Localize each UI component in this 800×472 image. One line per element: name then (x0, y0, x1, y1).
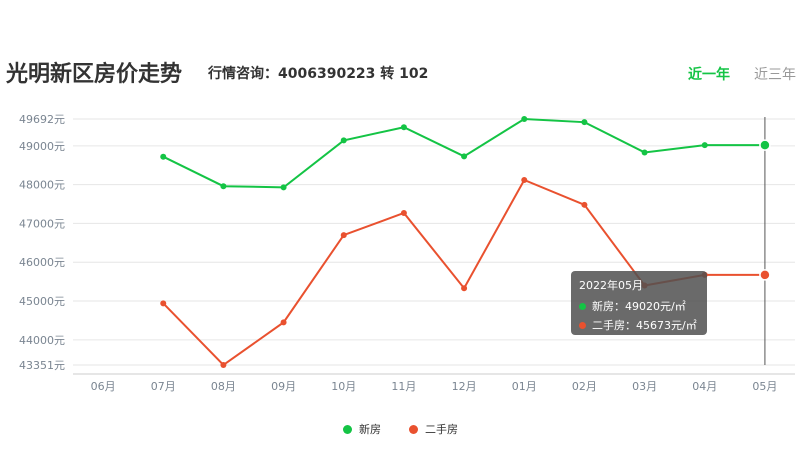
x-tick-label: 10月 (331, 380, 356, 393)
data-point-new (641, 149, 648, 156)
data-point-second (280, 319, 287, 326)
legend-new-label: 新房 (359, 423, 381, 436)
chart-tooltip: 2022年05月 新房：49020元/㎡ 二手房：45673元/㎡ (571, 271, 707, 335)
legend-item-second[interactable]: 二手房 (409, 421, 458, 437)
legend-second-dot-icon (409, 424, 418, 434)
page-title: 光明新区房价走势 (6, 62, 183, 87)
y-tick-label: 47000元 (19, 217, 65, 230)
tooltip-title: 2022年05月 (579, 279, 643, 292)
chart-legend: 新房 二手房 (0, 421, 800, 437)
legend-item-new[interactable]: 新房 (343, 421, 381, 437)
x-tick-label: 12月 (452, 380, 477, 393)
data-point-second (340, 232, 347, 239)
tooltip-new-value: 新房：49020元/㎡ (592, 300, 686, 313)
x-tick-label: 07月 (151, 380, 176, 393)
data-point-new (220, 183, 227, 190)
data-point-second (521, 176, 528, 183)
y-tick-label: 49692元 (19, 113, 65, 126)
legend-new-dot-icon (343, 424, 352, 434)
data-point-second (759, 269, 771, 281)
tooltip-row-new: 新房：49020元/㎡ (579, 298, 699, 314)
y-tick-label: 44000元 (19, 334, 65, 347)
tooltip-second-value: 二手房：45673元/㎡ (592, 319, 697, 332)
data-point-new (701, 142, 708, 149)
x-tick-label: 09月 (271, 380, 296, 393)
y-tick-label: 49000元 (19, 140, 65, 153)
x-tick-label: 11月 (391, 380, 416, 393)
tooltip-row-second: 二手房：45673元/㎡ (579, 317, 699, 333)
data-point-second (220, 362, 227, 368)
x-tick-label: 01月 (512, 380, 537, 393)
y-tick-label: 43351元 (19, 359, 65, 372)
y-tick-label: 48000元 (19, 179, 65, 192)
tab-three-years[interactable]: 近三年 (754, 67, 796, 83)
x-tick-label: 05月 (752, 380, 777, 393)
x-tick-label: 02月 (572, 380, 597, 393)
x-tick-label: 08月 (211, 380, 236, 393)
new-house-dot-icon (579, 302, 586, 310)
y-tick-label: 46000元 (19, 256, 65, 269)
legend-second-label: 二手房 (425, 423, 458, 436)
data-point-second (160, 300, 167, 307)
data-point-second (400, 209, 407, 216)
data-point-new (160, 153, 167, 160)
data-point-new (280, 184, 287, 191)
series-line-new (162, 117, 765, 189)
data-point-new (461, 153, 468, 160)
data-point-new (521, 116, 528, 122)
data-point-new (340, 137, 347, 144)
x-tick-label: 03月 (632, 380, 657, 393)
data-point-new (581, 119, 588, 126)
hotline-text: 行情咨询：4006390223 转 102 (208, 66, 429, 82)
x-tick-label: 04月 (692, 380, 717, 393)
data-point-second (461, 285, 468, 292)
x-tick-label: 06月 (91, 380, 116, 393)
data-point-second (581, 201, 588, 208)
data-point-new (759, 139, 771, 151)
y-tick-label: 45000元 (19, 295, 65, 308)
data-point-new (400, 124, 407, 131)
tab-one-year[interactable]: 近一年 (688, 67, 730, 83)
second-hand-dot-icon (579, 321, 586, 329)
